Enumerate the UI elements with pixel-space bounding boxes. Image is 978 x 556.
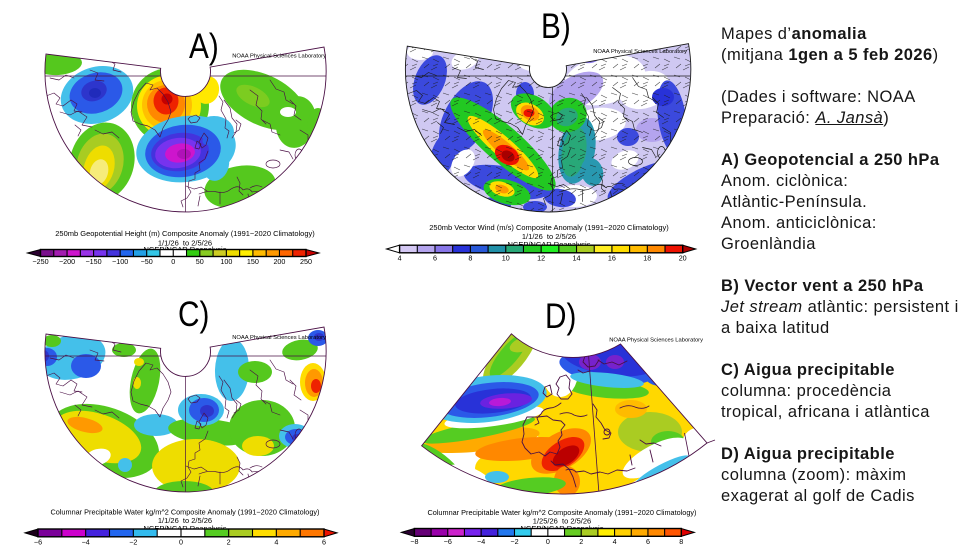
svg-text:−6: −6 [444,537,452,546]
svg-text:1/25/26 to 2/5/26: 1/25/26 to 2/5/26 [533,517,591,526]
svg-text:6: 6 [433,254,437,263]
svg-text:−250: −250 [32,257,48,266]
svg-text:14: 14 [573,254,581,263]
svg-text:150: 150 [247,257,259,266]
svg-text:NCEP/NCAR Reanalysis: NCEP/NCAR Reanalysis [508,240,591,249]
svg-text:−6: −6 [34,538,42,547]
svg-text:200: 200 [273,257,285,266]
svg-text:NOAA Physical Sciences Laborat: NOAA Physical Sciences Laboratory [232,335,326,341]
svg-text:1/1/26 to 2/5/26: 1/1/26 to 2/5/26 [522,232,576,241]
svg-text:6: 6 [646,537,650,546]
svg-text:20: 20 [679,254,687,263]
svg-text:2: 2 [579,537,583,546]
svg-text:0: 0 [171,257,175,266]
svg-text:0: 0 [179,538,183,547]
svg-text:16: 16 [608,254,616,263]
svg-text:4: 4 [398,254,402,263]
svg-text:1/1/26 to 2/5/26: 1/1/26 to 2/5/26 [158,516,212,525]
svg-text:4: 4 [613,537,617,546]
svg-text:−2: −2 [129,538,137,547]
svg-text:−4: −4 [477,537,485,546]
svg-text:12: 12 [537,254,545,263]
svg-text:250mb Vector Wind (m/s) Compos: 250mb Vector Wind (m/s) Composite Anomal… [429,223,669,232]
svg-text:250mb Geopotential Height (m): 250mb Geopotential Height (m) Composite … [55,229,315,238]
svg-text:1/1/26 to 2/5/26: 1/1/26 to 2/5/26 [158,239,212,248]
svg-text:18: 18 [643,254,651,263]
svg-text:Columnar Precipitable Water kg: Columnar Precipitable Water kg/m^2 Compo… [50,508,319,517]
svg-text:−100: −100 [112,257,128,266]
svg-text:−2: −2 [510,537,518,546]
svg-text:6: 6 [322,538,326,547]
svg-text:−150: −150 [85,257,101,266]
svg-text:50: 50 [196,257,204,266]
svg-text:−50: −50 [141,257,153,266]
svg-text:−200: −200 [59,257,75,266]
svg-text:−4: −4 [82,538,90,547]
svg-text:2: 2 [227,538,231,547]
svg-text:8: 8 [468,254,472,263]
svg-text:8: 8 [679,537,683,546]
svg-text:NOAA Physical Sciences Laborat: NOAA Physical Sciences Laboratory [232,54,326,60]
svg-text:0: 0 [546,537,550,546]
svg-text:NOAA Physical Sciences Laborat: NOAA Physical Sciences Laboratory [593,49,687,55]
svg-text:4: 4 [274,538,278,547]
svg-text:100: 100 [220,257,232,266]
svg-text:10: 10 [502,254,510,263]
svg-text:NCEP/NCAR Reanalysis: NCEP/NCAR Reanalysis [144,524,227,533]
svg-text:Columnar Precipitable Water kg: Columnar Precipitable Water kg/m^2 Compo… [427,508,696,517]
svg-text:250: 250 [300,257,312,266]
svg-text:NOAA Physical Sciences Laborat: NOAA Physical Sciences Laboratory [609,338,703,344]
svg-text:−8: −8 [410,537,418,546]
